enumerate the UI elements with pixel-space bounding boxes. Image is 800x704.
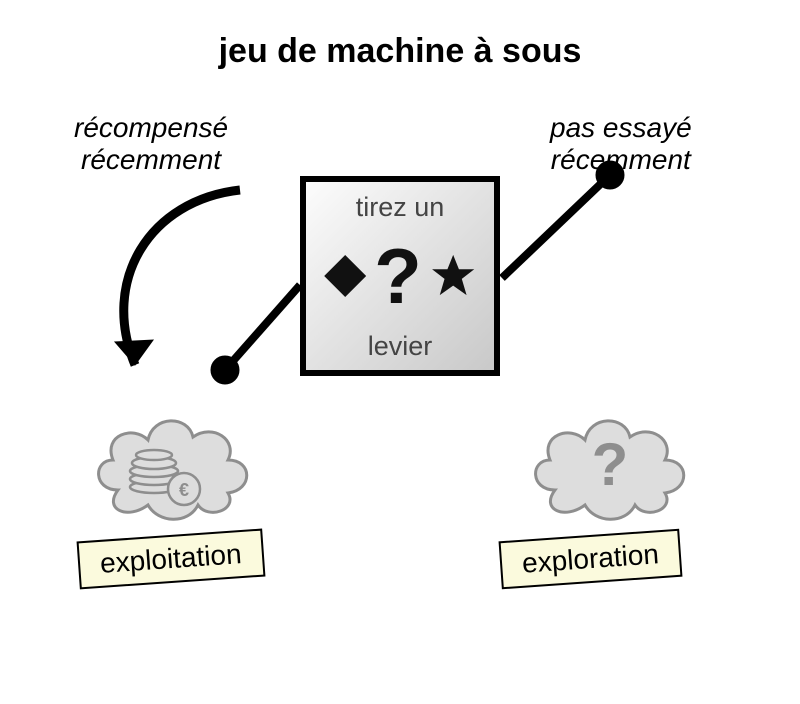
left-annotation: récompensé récemment — [74, 112, 228, 176]
cloud-right: ? — [525, 405, 695, 530]
slot-question-mark: ? — [374, 237, 422, 315]
left-annotation-line1: récompensé — [74, 112, 228, 143]
star-icon — [430, 253, 476, 299]
tag-exploration: exploration — [499, 529, 683, 590]
page-title: jeu de machine à sous — [0, 32, 800, 71]
slot-bottom-text: levier — [306, 331, 494, 362]
slot-symbol-row: ? — [324, 237, 476, 315]
tag-exploitation: exploitation — [77, 529, 266, 590]
right-annotation-line1: pas essayé — [550, 112, 692, 143]
slot-machine-box: tirez un ? levier — [300, 176, 500, 376]
diamond-icon — [324, 255, 366, 297]
cloud-question-mark: ? — [592, 430, 629, 499]
right-lever — [490, 150, 640, 290]
svg-text:€: € — [179, 480, 189, 500]
cloud-left: € — [88, 405, 258, 530]
cloud-left-shape: € — [88, 405, 258, 530]
left-lever — [200, 275, 310, 395]
slot-top-text: tirez un — [306, 192, 494, 223]
